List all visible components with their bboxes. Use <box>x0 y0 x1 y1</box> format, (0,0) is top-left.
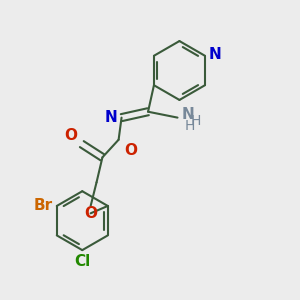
Text: O: O <box>64 128 77 142</box>
Text: O: O <box>124 142 137 158</box>
Text: N: N <box>104 110 117 125</box>
Text: H: H <box>191 114 201 128</box>
Text: Cl: Cl <box>74 254 90 268</box>
Text: Br: Br <box>34 198 53 213</box>
Text: O: O <box>84 206 97 221</box>
Text: H: H <box>185 119 195 134</box>
Text: N: N <box>209 47 221 62</box>
Text: N: N <box>182 107 195 122</box>
